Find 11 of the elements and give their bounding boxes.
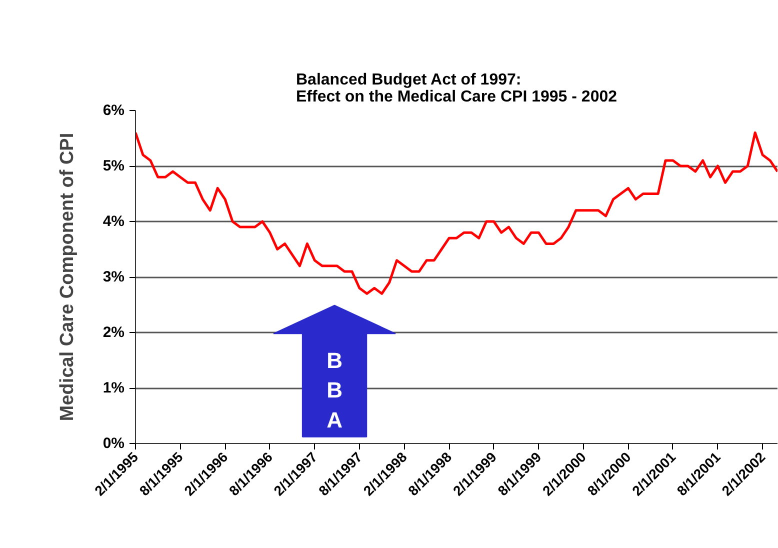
- chart-title: Balanced Budget Act of 1997: Effect on the Medical Care CPI 1995 - 2002: [296, 72, 618, 106]
- y-tick-label: 0%: [102, 435, 125, 452]
- line-series: [136, 131, 778, 295]
- y-tick-label: 5%: [102, 158, 125, 174]
- y-tick-label: 1%: [102, 380, 125, 396]
- y-axis-title: Medical Care Component of CPI: [56, 132, 78, 422]
- y-tick-label: 2%: [102, 324, 125, 341]
- y-tick-label: 3%: [102, 268, 125, 286]
- y-tick-label: 6%: [102, 102, 125, 119]
- y-tick-label: 4%: [102, 213, 125, 230]
- annotation: BBA: [326, 348, 343, 433]
